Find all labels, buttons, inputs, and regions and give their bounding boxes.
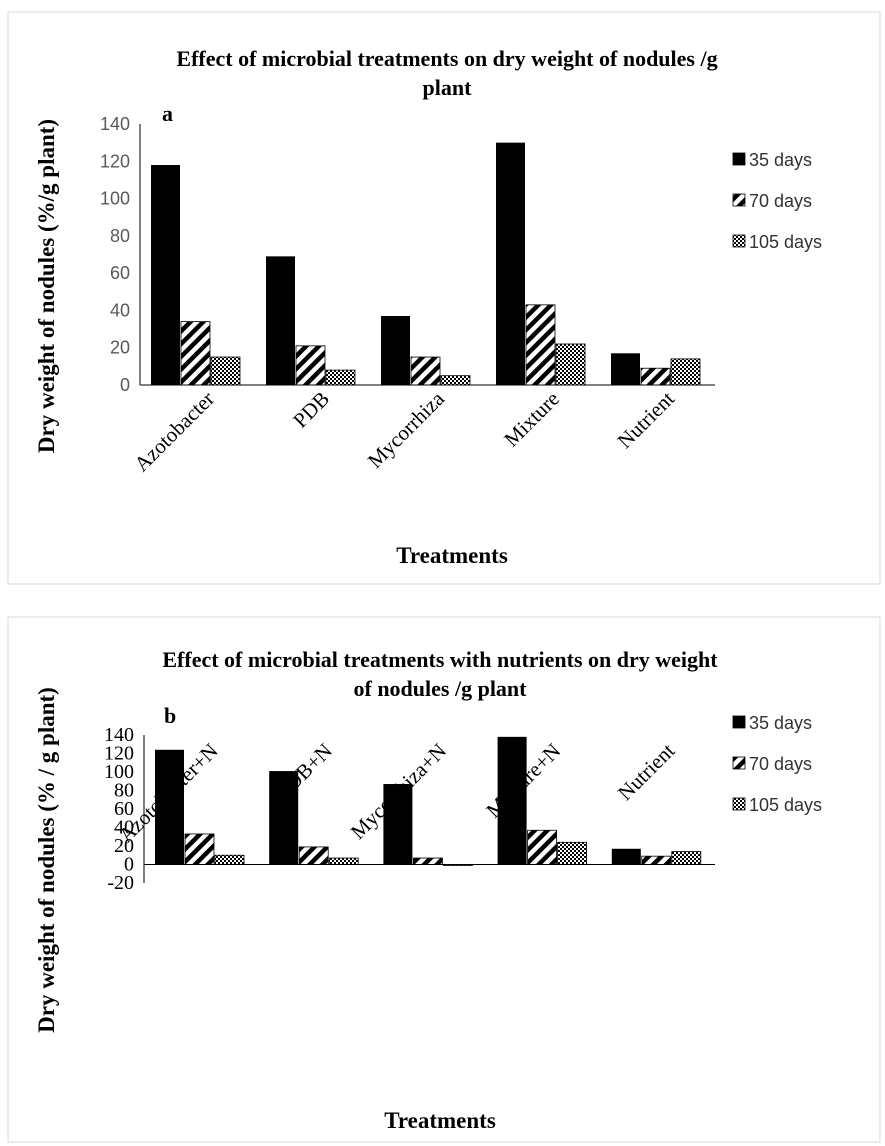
chart-a-x-axis-title: Treatments	[396, 543, 508, 568]
bar-b-105-days-mixture-n	[557, 841, 587, 865]
legend-swatch-b-105-days	[732, 797, 746, 811]
chart-a-category-label: Azotobacter	[129, 387, 219, 477]
chart-b-y-tick-label: 60	[114, 798, 134, 820]
bar-a-35-days-nutrient	[611, 353, 640, 385]
bar-b-35-days-mixture-n	[497, 736, 527, 865]
bar-b-70-days-mixture-n	[527, 829, 557, 865]
bar-a-70-days-pdb	[295, 345, 326, 386]
legend-label-b-70-days: 70 days	[749, 754, 812, 774]
bar-b-105-days-pdb-n	[328, 857, 359, 865]
legend-label-a-35-days: 35 days	[749, 150, 812, 170]
bar-a-35-days-azotobacter	[151, 165, 180, 385]
legend-label-a-105-days: 105 days	[749, 232, 822, 252]
chart-b-x-axis-title: Treatments	[384, 1108, 496, 1133]
chart-a-y-tick-label: 40	[110, 300, 130, 320]
bar-b-70-days-pdb-n	[298, 846, 329, 865]
legend-swatch-a-70-days	[732, 193, 746, 207]
bar-b-105-days-nutrient	[671, 851, 702, 865]
legend-label-b-105-days: 105 days	[749, 795, 822, 815]
chart-b-y-tick-label: -20	[107, 872, 134, 894]
chart-b-y-tick-label: 40	[114, 817, 134, 839]
chart-panel-a: Effect of microbial treatments on dry we…	[7, 11, 881, 585]
chart-a-panel-label: a	[162, 101, 173, 126]
bar-a-105-days-mixture	[555, 343, 586, 386]
chart-panel-b: Effect of microbial treatments with nutr…	[7, 616, 881, 1143]
chart-a-y-tick-label: 20	[110, 338, 130, 358]
bar-a-70-days-nutrient	[640, 367, 671, 386]
chart-b-y-tick-label: 120	[104, 743, 134, 765]
chart-a-border	[7, 11, 881, 585]
bar-b-35-days-pdb-n	[269, 771, 299, 865]
bar-a-105-days-azotobacter	[210, 356, 241, 386]
chart-b-y-tick-label: 140	[104, 724, 134, 746]
bar-a-70-days-azotobacter	[180, 321, 211, 386]
chart-a-y-axis-title: Dry weight of nodules (%/g plant)	[34, 119, 59, 453]
chart-a-y-tick-label: 100	[100, 189, 130, 209]
bar-b-35-days-nutrient	[611, 848, 641, 865]
chart-b-y-tick-label: 0	[124, 854, 134, 876]
chart-a-title-line-1: Effect of microbial treatments on dry we…	[176, 46, 717, 71]
bar-b-70-days-mycorrhiza-n	[412, 857, 443, 865]
bar-a-35-days-mycorrhiza	[381, 316, 410, 385]
chart-a-y-tick-label: 60	[110, 263, 130, 283]
chart-a-title-line-2: plant	[423, 75, 473, 100]
chart-b-y-tick-label: 80	[114, 780, 134, 802]
legend-swatch-b-35-days	[732, 715, 746, 729]
chart-a-y-tick-label: 0	[120, 375, 130, 395]
chart-a-y-tick-label: 140	[100, 114, 130, 134]
bar-a-35-days-mixture	[496, 142, 525, 385]
chart-a-y-tick-label: 120	[100, 151, 130, 171]
legend-swatch-a-105-days	[732, 234, 746, 248]
legend-label-b-35-days: 35 days	[749, 713, 812, 733]
legend-swatch-a-35-days	[732, 152, 746, 166]
bar-a-105-days-nutrient	[670, 358, 701, 386]
chart-a-category-label: PDB	[288, 387, 334, 433]
chart-b-title-line-2: of nodules /g plant	[354, 676, 528, 701]
bar-b-105-days-azotobacter-n	[214, 854, 245, 865]
bar-a-105-days-mycorrhiza	[440, 375, 471, 386]
bar-a-70-days-mycorrhiza	[410, 356, 441, 386]
chart-b-panel-label: b	[164, 703, 176, 728]
chart-b-y-tick-label: 20	[114, 835, 134, 857]
chart-b-title-line-1: Effect of microbial treatments with nutr…	[162, 647, 718, 672]
bar-a-105-days-pdb	[325, 369, 356, 386]
chart-b-category-label: Nutrient	[613, 738, 680, 805]
chart-a-plot-area: 0 20 40 60 80 100 120 140 Azotobacter PDB Mycorrhi…	[100, 114, 715, 476]
bar-b-70-days-azotobacter-n	[184, 833, 215, 865]
chart-b-legend: 35 days 70 days 105 days	[732, 713, 822, 815]
chart-a-y-tick-label: 80	[110, 226, 130, 246]
chart-a-category-label: Mixture	[499, 387, 564, 452]
chart-a-category-label: Nutrient	[613, 386, 680, 453]
bar-b-35-days-azotobacter-n	[155, 749, 184, 865]
bar-b-70-days-nutrient	[641, 855, 672, 865]
bar-a-35-days-pdb	[266, 256, 295, 385]
bar-b-35-days-mycorrhiza-n	[383, 784, 413, 865]
chart-b-category-label: PDB+N	[272, 739, 337, 804]
chart-b-y-tick-label: 100	[104, 761, 134, 783]
chart-b-y-axis-title: Dry weight of nodules (% / g plant)	[34, 687, 59, 1033]
bar-a-70-days-mixture	[525, 304, 556, 386]
legend-swatch-b-70-days	[732, 756, 746, 770]
chart-a-legend: 35 days 70 days 105 days	[732, 150, 822, 252]
chart-a-category-label: Mycorrhiza	[363, 386, 450, 473]
chart-b-border	[7, 616, 881, 1143]
legend-label-a-70-days: 70 days	[749, 191, 812, 211]
